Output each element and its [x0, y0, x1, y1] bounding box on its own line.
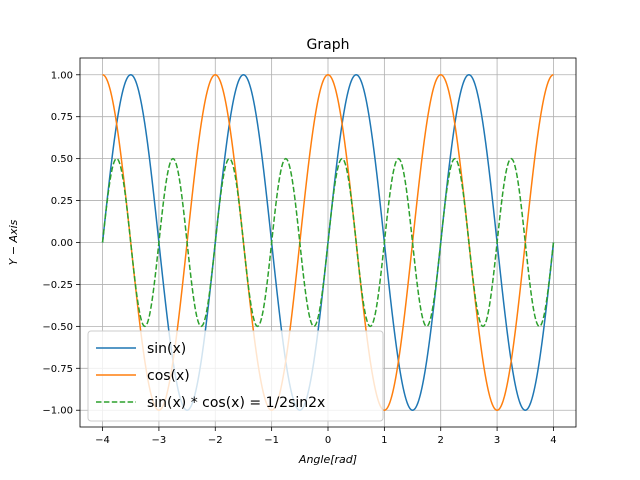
x-tick-label: −4 [95, 435, 110, 446]
x-tick-label: −1 [264, 435, 279, 446]
legend-label: sin(x) * cos(x) = 1/2sin2x [147, 395, 325, 411]
chart-title: Graph [307, 37, 350, 53]
legend: sin(x) cos(x) sin(x) * cos(x) = 1/2sin2x [87, 330, 384, 422]
y-tick-label: 0.75 [51, 112, 73, 123]
legend-box [87, 330, 384, 422]
legend-label: sin(x) [147, 341, 186, 357]
x-tick-label: 0 [325, 435, 331, 446]
y-tick-label: −0.25 [42, 280, 73, 291]
y-tick-label: 0.50 [51, 154, 73, 165]
series-line-2 [102, 74, 554, 411]
x-tick-label: 4 [550, 435, 556, 446]
x-axis-label: Angle[rad] [298, 453, 357, 466]
x-tick-label: 3 [494, 435, 500, 446]
x-tick-label: 1 [381, 435, 387, 446]
x-tick-label: −3 [152, 435, 167, 446]
legend-label: cos(x) [147, 368, 190, 384]
y-tick-label: 1.00 [51, 70, 73, 81]
y-tick-label: −1.00 [42, 406, 73, 417]
x-tick-label: −2 [208, 435, 223, 446]
y-tick-label: −0.50 [42, 322, 73, 333]
y-tick-label: 0.25 [51, 196, 73, 207]
y-axis-label: Y − Axis [7, 219, 20, 265]
y-tick-label: 0.00 [51, 238, 73, 249]
x-tick-label: 2 [438, 435, 444, 446]
y-tick-label: −0.75 [42, 364, 73, 375]
axis-ticks: −4 −3 −2 −1 0 1 2 3 4 −1.00 −0.75 −0.50 −0.25 0.00 0.2… [42, 70, 556, 446]
